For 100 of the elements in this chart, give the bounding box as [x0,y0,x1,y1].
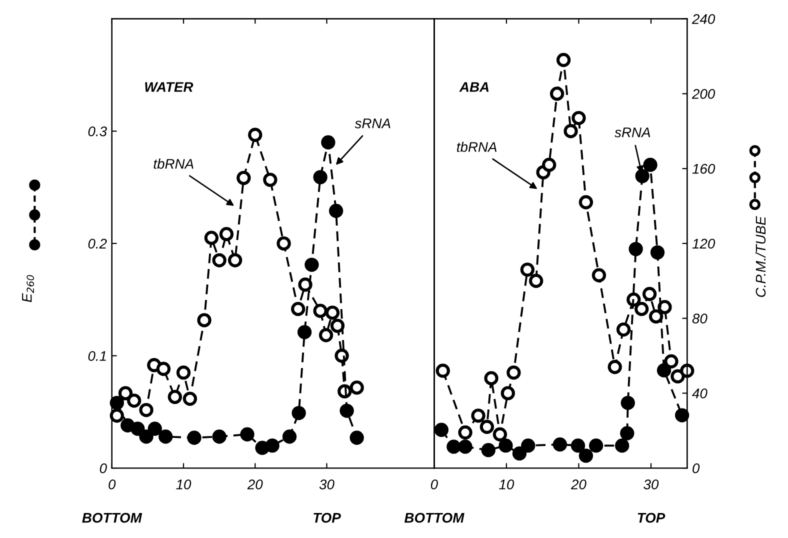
point [436,364,450,378]
point [240,427,254,442]
point [512,446,527,461]
text: BOTTOM [404,512,464,523]
point [550,86,564,101]
x-tick-label: 30 [644,480,659,490]
point [628,242,643,256]
point [643,158,658,172]
point [620,396,635,410]
point [648,309,664,324]
point [219,227,234,242]
point [458,440,472,454]
point [620,426,634,440]
y-axis-title: E$_{260}$ [22,275,34,302]
point [297,325,312,340]
point [298,278,312,292]
point [578,448,594,463]
point [572,110,586,126]
text: TOP [314,512,341,523]
point [318,328,334,342]
point [330,318,345,333]
point [556,52,571,68]
point [498,438,513,453]
annotation: ABA [459,82,489,92]
point [204,230,219,245]
point [434,422,448,437]
point [212,253,226,268]
y-tick-label: 0.3 [88,126,107,136]
point [658,300,672,314]
x-tick-label: 10 [499,480,514,490]
x-tick-label: 20 [247,480,263,490]
point [187,430,202,445]
point [212,430,226,444]
point [130,422,145,436]
point [292,406,306,420]
annotation: WATER [145,82,194,92]
annotation: sRNA [614,128,650,138]
point [118,386,133,400]
point [670,369,685,384]
point [458,425,472,440]
point [650,245,665,260]
point [248,128,262,142]
point [592,268,606,282]
point [680,364,694,378]
x-tick-label: 20 [570,480,586,490]
point [139,430,154,444]
point [182,392,198,406]
point [570,438,586,453]
annotation: tbRNA [154,158,194,169]
point [304,258,319,272]
point [608,360,622,374]
annotation: sRNA [354,118,390,128]
point [291,302,306,316]
point [492,427,508,442]
point [616,322,631,337]
y-tick-label: 0.1 [88,351,106,361]
point [156,362,171,376]
point [328,204,344,218]
y2-axis-title: C.P.M./TUBE [755,216,766,297]
point [321,135,336,150]
point [228,253,242,268]
y-tick-label: 0.2 [88,238,107,249]
point [350,430,364,445]
point [313,304,328,318]
x-tick-label: 0 [108,480,116,490]
point [139,402,154,418]
y2-tick-label: 80 [692,314,708,324]
annotation: tbRNA [457,142,497,152]
point [158,430,173,444]
point [110,408,124,423]
point [350,380,364,395]
point [282,430,297,444]
point [635,168,650,184]
y2-tick-label: 240 [692,14,716,24]
point [480,420,494,434]
point [276,236,291,251]
point [110,396,124,410]
point [506,366,521,380]
point [615,438,630,453]
point [588,438,604,453]
point [634,302,649,316]
point [265,438,280,453]
point [236,170,251,186]
point [520,262,535,277]
point [521,438,536,453]
y2-tick-label: 160 [692,164,716,174]
point [664,354,678,368]
point [168,390,182,404]
point [471,408,486,423]
y-tick-label: 0 [100,463,107,474]
text: TOP [638,512,666,523]
y2-tick-label: 0 [692,463,700,474]
x-tick-label: 10 [176,480,192,490]
point [340,404,354,418]
text: BOTTOM [82,512,142,523]
point [564,124,578,138]
point [500,386,515,400]
point [263,172,278,187]
point [656,363,672,378]
point [313,170,328,184]
